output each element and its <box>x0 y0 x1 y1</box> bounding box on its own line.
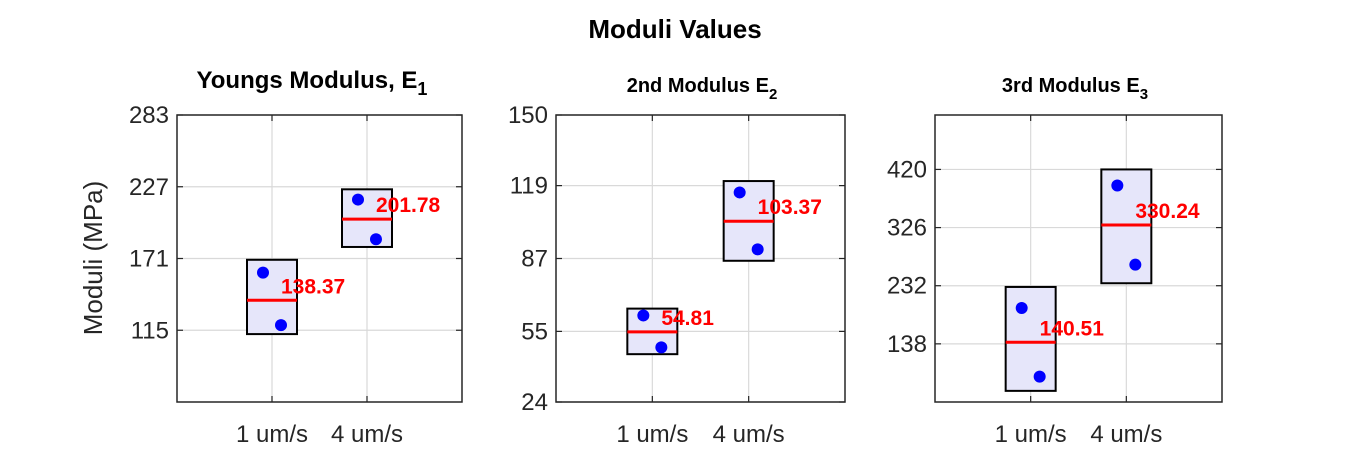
data-point <box>370 233 382 246</box>
subplot-3: 140.51 330.24 138 232 326 420 1 um/s 4 um/s 3rd … <box>887 75 1223 448</box>
x-tick-label: 1 um/s <box>995 421 1067 448</box>
data-point <box>1033 370 1046 383</box>
y-tick-label: 138 <box>887 331 927 358</box>
subplot-title: 2nd Modulus E2 <box>627 75 778 103</box>
y-axis-label: Moduli (MPa) <box>78 181 108 336</box>
y-tick-label: 119 <box>510 173 548 200</box>
y-tick-label: 232 <box>887 273 927 300</box>
data-point <box>733 186 746 199</box>
data-point <box>275 319 287 332</box>
y-tick-label: 55 <box>521 318 548 345</box>
x-tick-label: 4 um/s <box>1090 421 1162 448</box>
median-value-label: 330.24 <box>1135 200 1200 223</box>
data-point <box>257 266 269 279</box>
data-point <box>1015 301 1028 314</box>
median-value-label: 140.51 <box>1040 317 1105 340</box>
figure-title: Moduli Values <box>588 14 762 44</box>
y-tick-label: 326 <box>887 215 927 242</box>
y-tick-label: 227 <box>129 174 169 201</box>
data-point <box>1129 258 1142 271</box>
subplot-title-text: Youngs Modulus, E <box>197 67 418 94</box>
data-point <box>751 243 764 256</box>
subplot-1: 138.37 201.78 115 171 227 283 1 um/s 4 um/s Youn… <box>129 67 463 448</box>
y-tick-label: 420 <box>887 156 927 183</box>
x-tick-label: 4 um/s <box>331 421 403 448</box>
data-point <box>637 309 650 322</box>
subplot-title-subscript: 3 <box>1140 86 1148 103</box>
data-point <box>655 341 668 354</box>
subplot-title-subscript: 1 <box>417 79 427 99</box>
median-value-label: 103.37 <box>758 196 822 219</box>
box-1 <box>246 258 298 336</box>
subplot-title: Youngs Modulus, E1 <box>197 67 428 99</box>
subplot-title-text: 3rd Modulus E <box>1002 75 1140 97</box>
y-tick-label: 150 <box>508 102 548 129</box>
data-point <box>352 193 364 206</box>
median-value-label: 138.37 <box>281 275 345 298</box>
y-tick-label: 87 <box>521 246 548 273</box>
y-tick-label: 24 <box>521 389 548 416</box>
subplot-title-text: 2nd Modulus E <box>627 75 769 97</box>
y-tick-label: 283 <box>129 102 169 129</box>
axes-frame <box>934 114 1223 403</box>
y-tick-label: 171 <box>129 246 169 273</box>
x-tick-label: 4 um/s <box>713 421 785 448</box>
data-point <box>1111 179 1124 192</box>
median-value-label: 54.81 <box>661 307 714 330</box>
x-tick-label: 1 um/s <box>236 421 308 448</box>
subplot-2: 54.81 103.37 24 55 87 119 150 1 um/s 4 um/s 2nd M… <box>508 75 846 448</box>
median-value-label: 201.78 <box>376 194 441 217</box>
box-1 <box>1004 285 1057 392</box>
y-tick-label: 115 <box>131 317 169 344</box>
subplot-title: 3rd Modulus E3 <box>1002 75 1148 103</box>
x-tick-label: 1 um/s <box>616 421 688 448</box>
subplot-title-subscript: 2 <box>769 86 777 103</box>
